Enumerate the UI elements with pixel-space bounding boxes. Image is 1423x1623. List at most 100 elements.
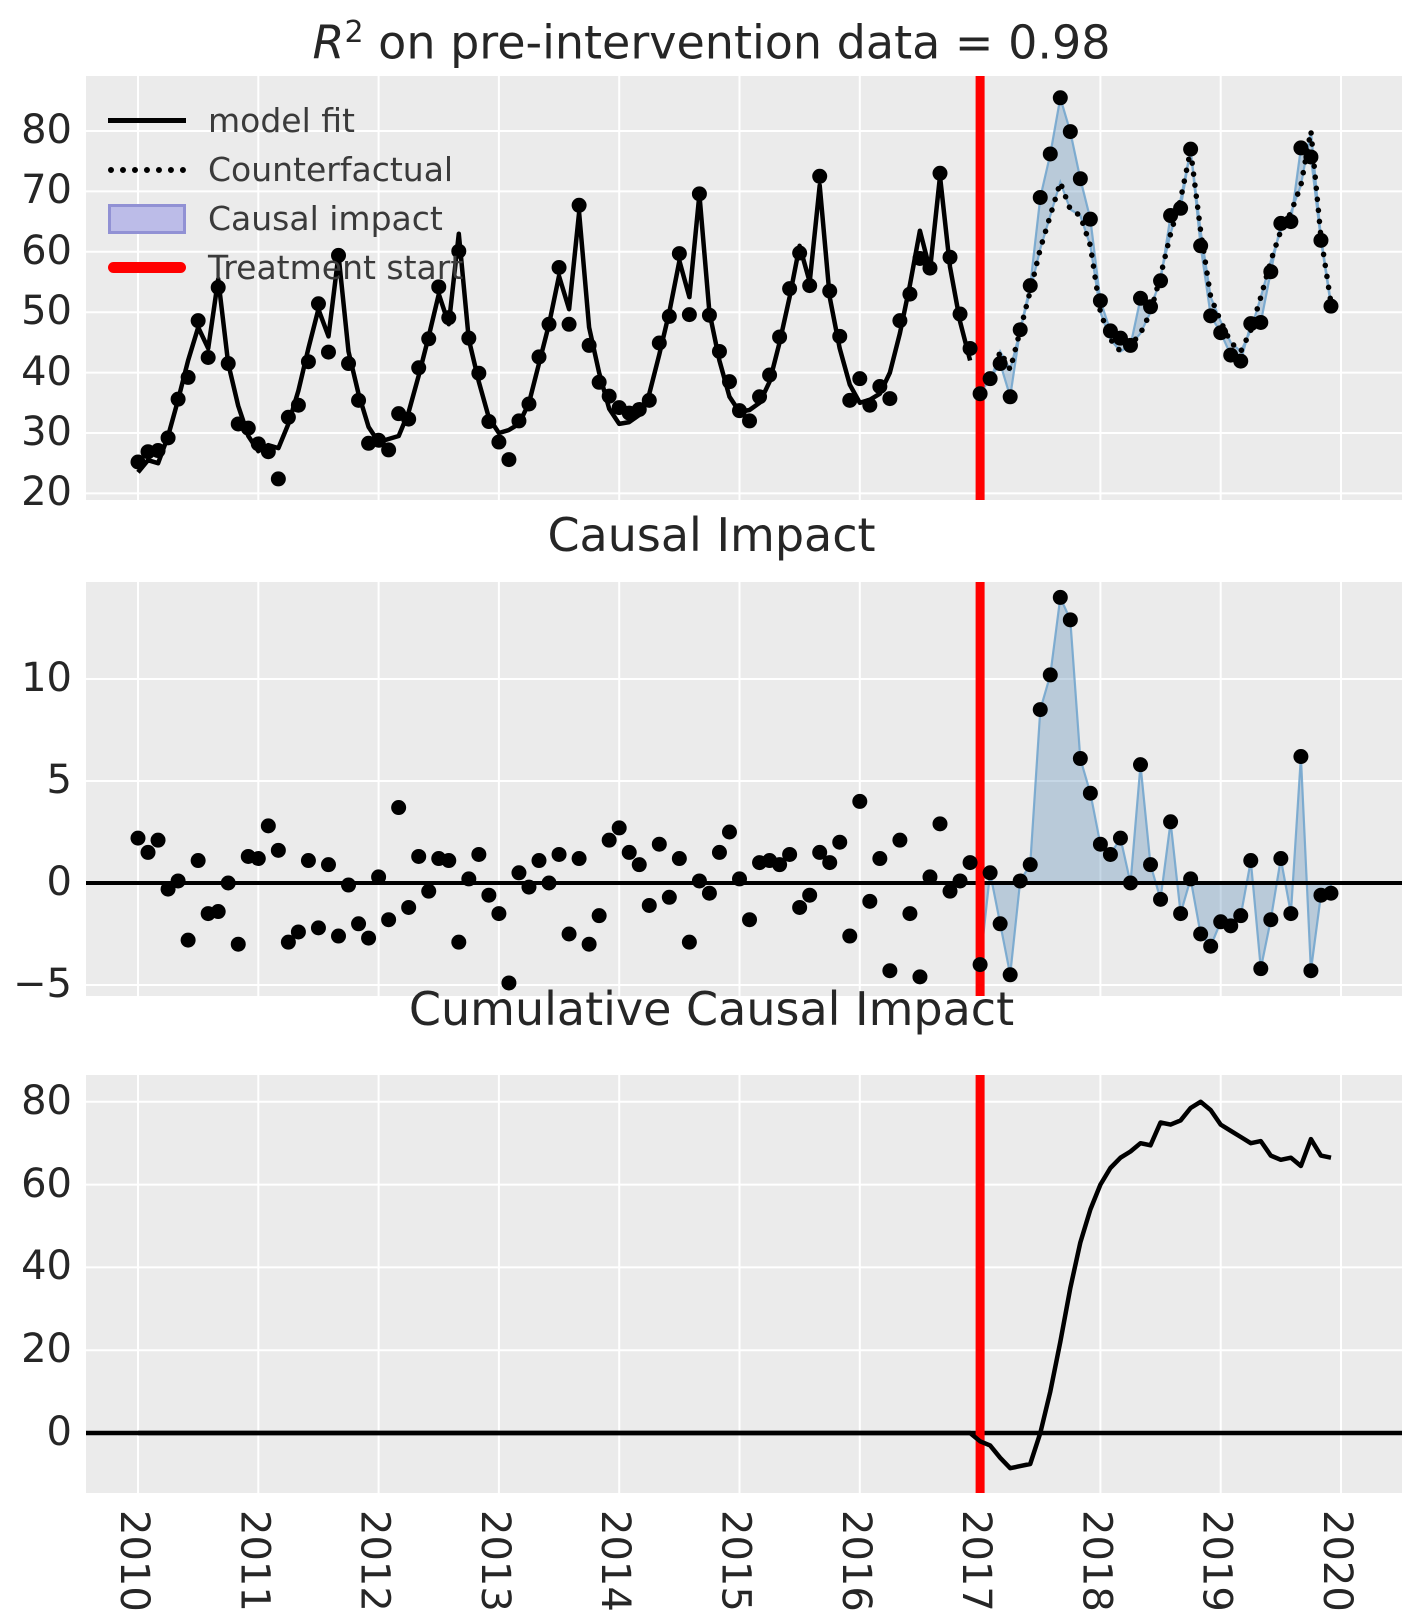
observed-data-point [912, 250, 928, 266]
observed-data-point [320, 344, 336, 360]
impact-data-point [962, 855, 978, 871]
observed-data-point [1072, 171, 1088, 187]
observed-data-point [962, 340, 978, 356]
impact-data-point [721, 824, 737, 840]
observed-data-point [1233, 353, 1249, 369]
observed-data-point [641, 392, 657, 408]
observed-data-point [150, 443, 166, 459]
impact-data-point [1143, 857, 1159, 873]
observed-data-point [992, 356, 1008, 372]
impact-data-point [792, 899, 808, 915]
observed-data-point [471, 365, 487, 381]
observed-data-point [551, 260, 567, 276]
observed-data-point [742, 413, 758, 429]
impact-data-point [1273, 851, 1289, 867]
model-fit-line [136, 174, 973, 474]
impact-data-point [341, 877, 357, 893]
observed-data-point [952, 306, 968, 322]
impact-data-point [481, 887, 497, 903]
impact-data-point [842, 928, 858, 944]
impact-data-point [591, 908, 607, 924]
impact-data-point [170, 873, 186, 889]
observed-data-point [872, 378, 888, 394]
observed-data-point [1153, 273, 1169, 289]
impact-data-point [732, 871, 747, 887]
impact-data-point [621, 844, 637, 860]
observed-data-point [421, 331, 437, 347]
impact-data-point [361, 930, 377, 946]
observed-data-point [481, 414, 497, 430]
impact-data-point [290, 924, 306, 940]
impact-data-point [220, 875, 236, 891]
impact-data-point [280, 934, 296, 950]
legend-item-counterfactual: Counterfactual [108, 145, 463, 194]
observed-data-point [240, 420, 256, 436]
impact-data-point [641, 897, 657, 913]
observed-data-point [561, 316, 577, 332]
impact-data-point [1223, 918, 1239, 934]
impact-data-point [571, 851, 587, 867]
observed-data-point [1002, 389, 1018, 405]
impact-data-point [1052, 589, 1068, 605]
observed-data-point [762, 367, 778, 383]
impact-data-point [531, 853, 547, 869]
impact-data-point [1193, 926, 1209, 942]
observed-data-point [1213, 325, 1229, 341]
legend-item-treatment-start: Treatment start [108, 243, 463, 292]
observed-data-point [210, 279, 226, 295]
impact-data-point [1153, 891, 1169, 907]
impact-data-point [852, 793, 868, 809]
observed-data-point [1203, 308, 1219, 324]
observed-data-point [1052, 90, 1068, 106]
impact-data-point [180, 932, 196, 948]
observed-data-point [541, 316, 557, 332]
impact-data-point [310, 920, 326, 936]
model-fit-line-icon [108, 118, 186, 123]
observed-data-point [1062, 124, 1078, 140]
impact-data-point [1183, 871, 1199, 887]
impact-data-point [671, 851, 687, 867]
impact-data-point [822, 855, 838, 871]
impact-data-point [401, 899, 417, 915]
impact-data-point [651, 836, 667, 852]
observed-data-point [1082, 211, 1098, 227]
observed-data-point [170, 391, 186, 407]
observed-data-point [922, 260, 938, 276]
observed-data-point [972, 386, 988, 402]
observed-data-point [802, 278, 818, 294]
observed-data-point [601, 388, 617, 404]
observed-data-point [531, 349, 547, 365]
legend-label: Counterfactual [208, 150, 454, 189]
impact-data-point [1303, 963, 1319, 979]
impact-data-point [461, 871, 477, 887]
impact-data-point [581, 936, 597, 952]
impact-data-point [320, 857, 336, 873]
observed-data-point [772, 329, 788, 345]
observed-data-point [310, 296, 326, 312]
impact-data-point [1072, 751, 1088, 767]
counterfactual-dotted-line-icon [108, 166, 186, 173]
impact-data-point [230, 936, 246, 952]
impact-data-point [691, 873, 707, 889]
impact-data-point [1263, 912, 1279, 928]
impact-data-point [451, 934, 467, 950]
observed-data-point [1183, 141, 1199, 157]
impact-data-point [1082, 785, 1098, 801]
impact-data-point [922, 869, 938, 885]
impact-data-point [872, 851, 888, 867]
observed-data-point [631, 401, 647, 417]
impact-data-point [892, 832, 908, 848]
impact-data-point [561, 926, 577, 942]
observed-data-point [651, 335, 667, 351]
observed-data-point [982, 371, 998, 387]
impact-data-point [371, 869, 387, 885]
impact-data-point [1173, 906, 1189, 922]
observed-data-point [892, 313, 908, 329]
impact-data-point [1293, 749, 1309, 765]
impact-data-point [1133, 757, 1148, 773]
observed-data-point [441, 310, 457, 326]
plot-background [86, 76, 1402, 500]
observed-data-point [1323, 298, 1339, 314]
plot-background [86, 582, 1402, 996]
